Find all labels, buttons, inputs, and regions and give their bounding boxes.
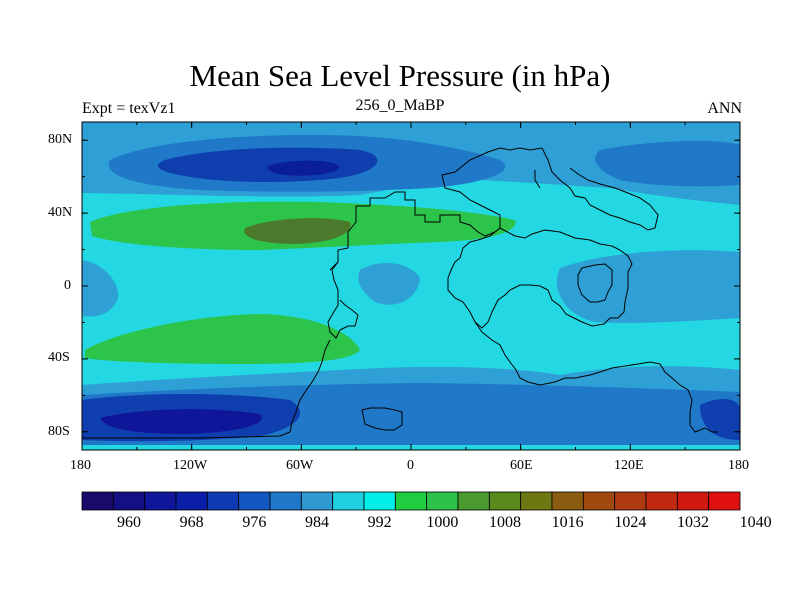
colorbar-label: 1040 — [740, 514, 772, 531]
colorbar-label: 984 — [305, 514, 329, 531]
field-south-low-core — [100, 409, 262, 434]
colorbar-swatch — [144, 491, 177, 511]
chart-title: Mean Sea Level Pressure (in hPa) — [189, 58, 611, 93]
colorbar-swatch — [520, 491, 553, 511]
y-tick-label: 40N — [48, 205, 73, 220]
colorbar-swatch — [206, 491, 240, 511]
colorbar-swatch — [363, 491, 396, 511]
field-eq-low-west — [82, 260, 119, 317]
field-eq-low-east — [556, 250, 740, 323]
coast-india — [577, 263, 613, 303]
colorbar-label: 976 — [242, 514, 266, 531]
coast-eurasia-south — [447, 227, 633, 329]
coastlines — [82, 147, 718, 439]
y-tick-label: 80S — [48, 424, 70, 439]
x-tick-label: 180 — [728, 458, 749, 473]
colorbar: 960 968 976 984 992 1000 1008 1016 1024 1032 1040 — [81, 491, 772, 531]
axis-ticks — [81, 122, 741, 450]
coast-north-detail — [534, 170, 541, 189]
colorbar-label: 992 — [368, 514, 392, 531]
colorbar-label: 960 — [117, 514, 141, 531]
colorbar-label: 1000 — [426, 514, 458, 531]
experiment-label: Expt = texVz1 — [82, 100, 176, 117]
field-eq-low-africa — [358, 263, 420, 305]
x-tick-label: 60W — [286, 458, 314, 473]
colorbar-label: 1024 — [614, 514, 646, 531]
coast-antarctic-west — [82, 431, 291, 439]
coast-australia — [474, 321, 718, 433]
colorbar-label: 1008 — [489, 514, 521, 531]
colorbar-label: 1016 — [552, 514, 584, 531]
colorbar-swatch — [300, 491, 334, 511]
colorbar-swatch — [551, 491, 584, 511]
period-label: ANN — [707, 100, 742, 117]
x-tick-label: 0 — [407, 458, 414, 473]
colorbar-label: 1032 — [677, 514, 709, 531]
colorbar-swatch — [426, 491, 459, 511]
colorbar-swatch — [175, 491, 208, 511]
coast-island-south — [361, 407, 403, 431]
colorbar-swatch — [332, 491, 365, 511]
x-tick-label: 120E — [614, 458, 644, 473]
colorbar-swatch — [645, 491, 678, 511]
field-north-low-core — [267, 160, 340, 176]
colorbar-swatch — [81, 491, 114, 511]
field-south-high — [85, 314, 360, 364]
colorbar-swatch — [238, 491, 271, 511]
colorbar-swatch — [394, 491, 428, 511]
coast-south-america — [289, 339, 331, 433]
x-tick-label: 60E — [510, 458, 533, 473]
coast-north — [329, 147, 659, 271]
colorbar-swatch — [112, 491, 146, 511]
time-label: 256_0_MaBP — [355, 97, 445, 114]
colorbar-swatch — [457, 491, 490, 511]
field-south-low-east — [700, 398, 740, 440]
y-tick-label: 0 — [64, 278, 71, 293]
x-tick-label: 120W — [173, 458, 208, 473]
y-tick-label: 40S — [48, 350, 70, 365]
colorbar-swatch — [582, 491, 616, 511]
field-north-high-core — [244, 218, 351, 244]
y-tick-label: 80N — [48, 132, 73, 147]
field-north-low-east — [595, 140, 740, 187]
colorbar-label: 968 — [180, 514, 204, 531]
colorbar-swatch — [269, 491, 302, 511]
colorbar-swatch — [614, 491, 647, 511]
colorbar-swatch — [708, 491, 741, 511]
coast-west-africa — [327, 261, 359, 339]
x-tick-label: 180 — [70, 458, 91, 473]
pressure-field — [82, 122, 740, 450]
colorbar-swatch — [488, 491, 522, 511]
colorbar-swatch — [676, 491, 710, 511]
